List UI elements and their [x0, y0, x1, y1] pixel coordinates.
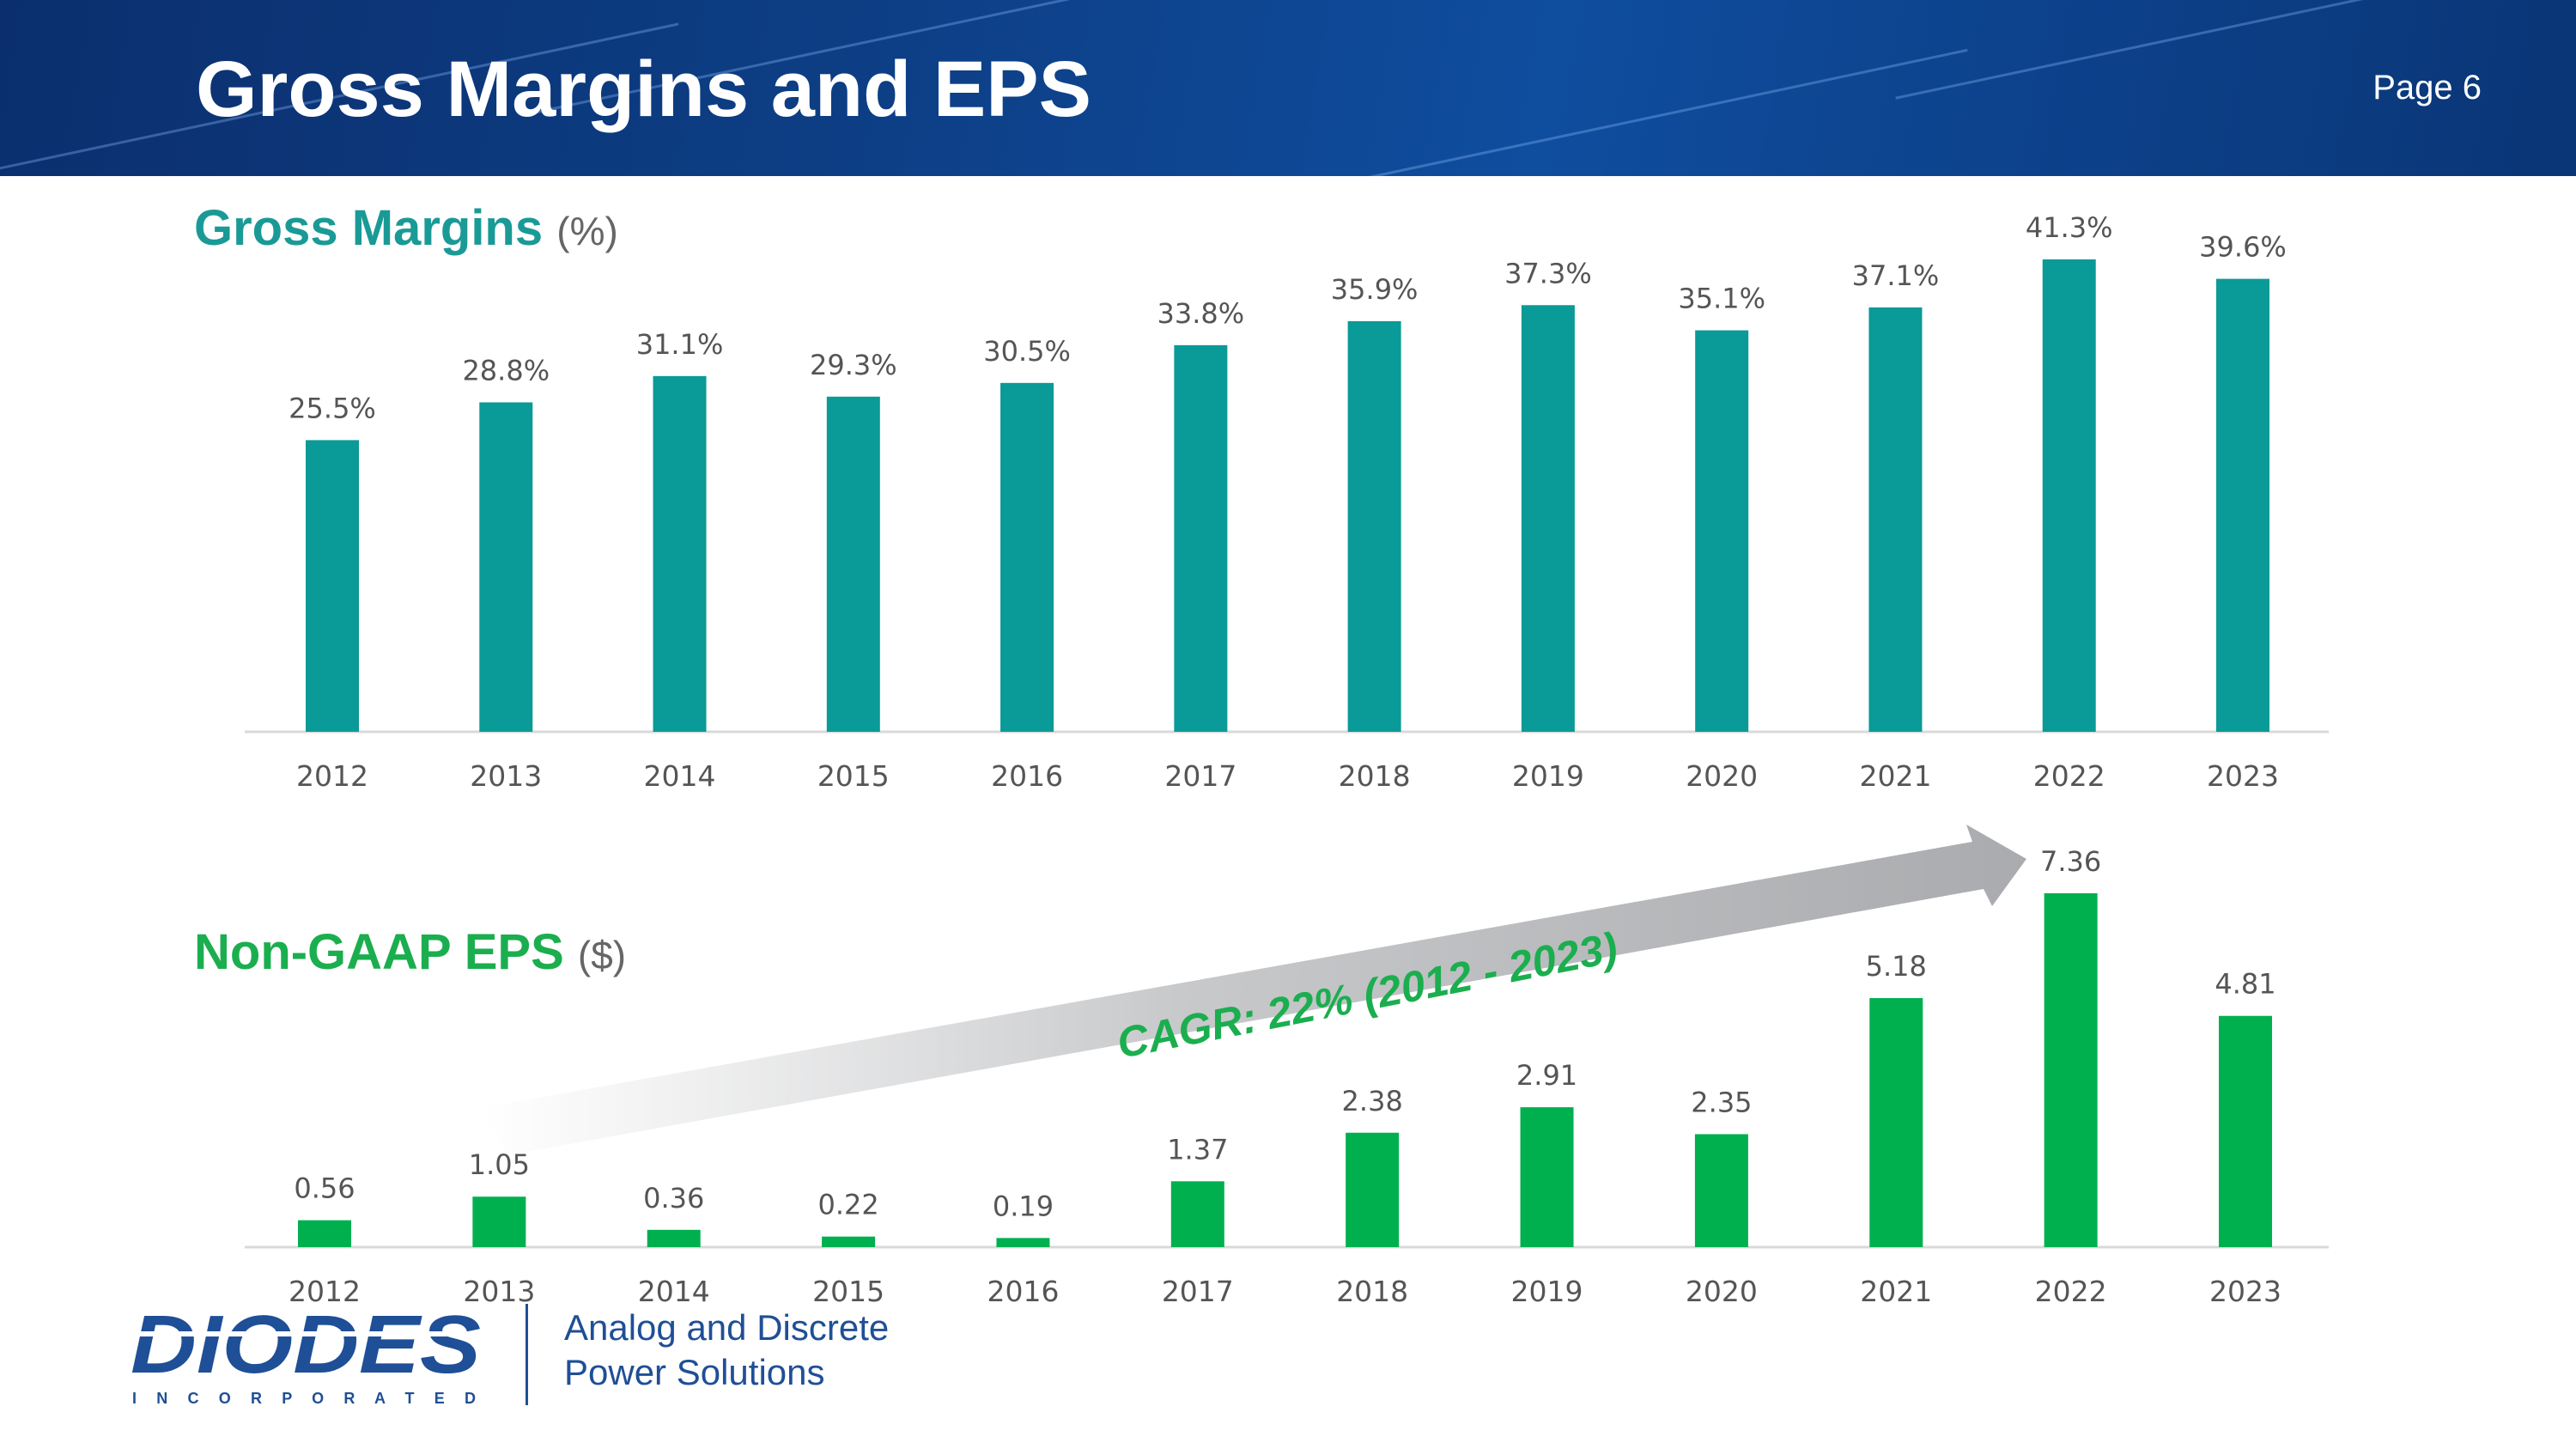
gross-margins-chart: 25.5% 2012 28.8% 2013 31.1% 2014 29.3% 2015 30.5… [245, 211, 2329, 793]
eps-data-label-2018: 2.38 [1342, 1085, 1403, 1117]
eps-bar-2019 [1520, 1107, 1574, 1247]
gm-tick-2022: 2022 [2033, 759, 2105, 793]
gm-bar-2023 [2216, 278, 2269, 732]
eps-data-label-2014: 0.36 [643, 1182, 704, 1215]
gm-data-label-2017: 33.8% [1157, 297, 1245, 330]
gm-data-label-2018: 35.9% [1331, 273, 1419, 306]
gm-data-label-2022: 41.3% [2026, 211, 2113, 244]
gross-margins-title-text: Gross Margins [194, 200, 544, 256]
gm-bar-2014 [653, 375, 707, 732]
gm-data-label-2019: 37.3% [1504, 257, 1592, 289]
gross-margins-title: Gross Margins (%) [194, 199, 618, 257]
gm-data-label-2023: 39.6% [2199, 231, 2287, 264]
gm-bar-2013 [479, 402, 533, 732]
eps-chart: 0.56 2012 1.05 2013 0.36 2014 0.22 2015 0.19 2016… [245, 845, 2329, 1308]
eps-unit: ($) [577, 933, 627, 977]
eps-tick-2015: 2015 [812, 1275, 884, 1308]
gm-tick-2017: 2017 [1164, 759, 1236, 793]
eps-tick-2020: 2020 [1686, 1275, 1758, 1308]
header-banner [0, 0, 2576, 176]
eps-bar-2016 [996, 1238, 1050, 1247]
logo-wordmark: DIODES [131, 1306, 481, 1391]
eps-tick-2012: 2012 [289, 1275, 361, 1308]
logo-subtext: I N C O R P O R A T E D [132, 1390, 476, 1407]
gm-data-label-2016: 30.5% [983, 335, 1071, 368]
eps-tick-2016: 2016 [987, 1275, 1059, 1308]
gm-tick-2021: 2021 [1859, 759, 1931, 793]
eps-data-label-2019: 2.91 [1516, 1059, 1577, 1092]
eps-data-label-2017: 1.37 [1167, 1133, 1228, 1166]
gm-bar-2021 [1868, 307, 1923, 732]
gm-data-label-2015: 29.3% [810, 349, 897, 381]
eps-bar-2017 [1170, 1181, 1224, 1247]
gm-data-label-2021: 37.1% [1852, 259, 1940, 292]
gm-bar-2012 [306, 440, 359, 732]
gm-tick-2014: 2014 [644, 759, 716, 793]
gm-tick-2013: 2013 [470, 759, 542, 793]
diodes-logo-graphic: DIODES I N C O R P O R A T E D [131, 1299, 487, 1407]
eps-tick-2018: 2018 [1336, 1275, 1408, 1308]
eps-data-label-2015: 0.22 [817, 1189, 878, 1221]
eps-tick-2017: 2017 [1162, 1275, 1234, 1308]
eps-data-label-2012: 0.56 [294, 1172, 355, 1205]
eps-tick-2022: 2022 [2035, 1275, 2107, 1308]
gm-tick-2012: 2012 [296, 759, 368, 793]
eps-bar-2013 [472, 1196, 526, 1247]
eps-bar-2012 [298, 1220, 351, 1247]
eps-bar-2014 [647, 1229, 701, 1247]
gm-bar-2015 [826, 396, 880, 732]
gm-data-label-2013: 28.8% [462, 354, 550, 387]
tagline-line1: Analog and Discrete [564, 1307, 890, 1348]
page-number: Page 6 [2372, 69, 2482, 107]
eps-title-text: Non-GAAP EPS [194, 924, 564, 980]
cagr-arrow [481, 825, 2026, 1155]
gm-tick-2016: 2016 [991, 759, 1063, 793]
eps-tick-2023: 2023 [2209, 1275, 2281, 1308]
eps-bar-2023 [2219, 1015, 2272, 1247]
eps-data-label-2021: 5.18 [1866, 950, 1927, 983]
gm-data-label-2012: 25.5% [289, 392, 376, 424]
eps-data-label-2023: 4.81 [2215, 968, 2275, 1001]
eps-bar-2021 [1869, 998, 1923, 1247]
gm-bar-2022 [2042, 259, 2096, 732]
page-title: Gross Margins and EPS [196, 46, 1091, 133]
eps-bar-2022 [2044, 893, 2098, 1247]
eps-bar-2015 [822, 1236, 876, 1247]
eps-tick-2013: 2013 [463, 1275, 535, 1308]
gm-data-label-2014: 31.1% [636, 328, 724, 361]
gm-data-label-2020: 35.1% [1678, 283, 1765, 315]
eps-title: Non-GAAP EPS ($) [194, 923, 626, 981]
eps-bar-2020 [1694, 1134, 1748, 1247]
eps-tick-2019: 2019 [1511, 1275, 1583, 1308]
tagline-line2: Power Solutions [564, 1352, 825, 1392]
gm-tick-2020: 2020 [1686, 759, 1758, 793]
diodes-logo: DIODES I N C O R P O R A T E D [131, 1299, 491, 1413]
logo-divider [526, 1304, 528, 1405]
eps-data-label-2020: 2.35 [1691, 1086, 1752, 1118]
gm-bar-2018 [1347, 320, 1401, 732]
gm-tick-2023: 2023 [2207, 759, 2279, 793]
eps-data-label-2016: 0.19 [993, 1190, 1054, 1222]
gm-tick-2019: 2019 [1512, 759, 1584, 793]
gm-bar-2016 [1000, 382, 1054, 732]
eps-tick-2014: 2014 [638, 1275, 710, 1308]
eps-bar-2018 [1346, 1132, 1400, 1247]
gross-margins-unit: (%) [556, 209, 618, 253]
eps-data-label-2013: 1.05 [469, 1148, 530, 1181]
gm-bar-2017 [1174, 344, 1228, 732]
eps-tick-2021: 2021 [1860, 1275, 1932, 1308]
gm-bar-2019 [1521, 305, 1575, 732]
eps-data-label-2022: 7.36 [2040, 845, 2101, 878]
gm-tick-2018: 2018 [1339, 759, 1411, 793]
gm-bar-2020 [1695, 330, 1749, 732]
gm-tick-2015: 2015 [817, 759, 890, 793]
tagline: Analog and Discrete Power Solutions [564, 1306, 889, 1395]
